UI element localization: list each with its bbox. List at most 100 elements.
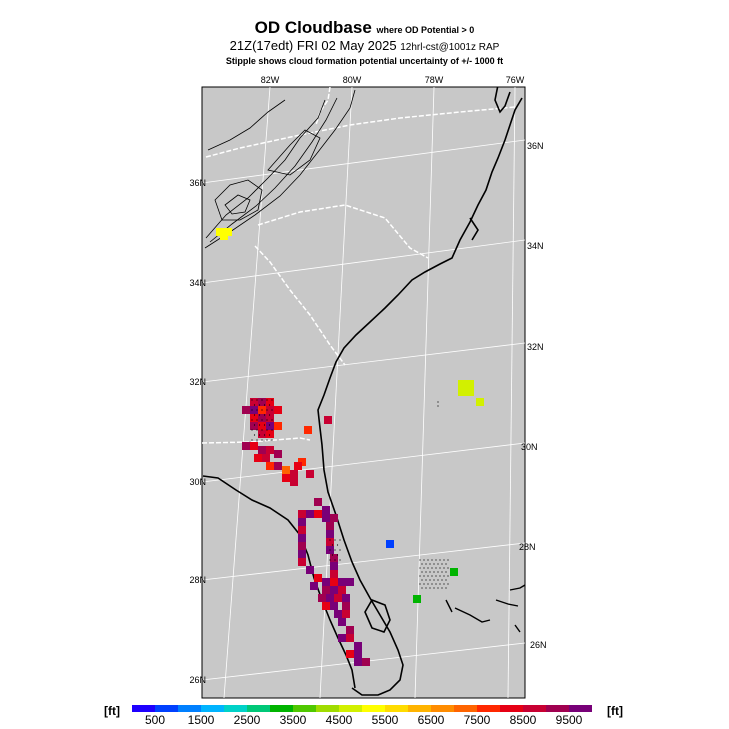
stipple-dot <box>421 571 423 573</box>
stipple-dot <box>443 575 445 577</box>
colorbar-tick-label: 4500 <box>325 713 353 727</box>
stipple-dot <box>447 567 449 569</box>
stipple-dot <box>429 579 431 581</box>
subtitle-text: 21Z(17edt) FRI 02 May 2025 <box>229 38 397 53</box>
stipple-dot <box>433 579 435 581</box>
cloudbase-cell <box>450 568 458 576</box>
stipple-dot <box>425 587 427 589</box>
stipple-dot <box>261 419 263 421</box>
cloudbase-cell <box>466 388 474 396</box>
longitude-labels: 82W 80W 78W 76W <box>261 75 525 85</box>
cloudbase-cell <box>258 430 266 438</box>
cloudbase-cell <box>310 582 318 590</box>
stipple-dot <box>258 434 261 436</box>
stipple-dot <box>256 409 258 411</box>
colorbar-unit-left: [ft] <box>104 704 120 718</box>
stipple-dot <box>425 571 427 573</box>
stipple-dot <box>253 434 256 436</box>
stipple-dot <box>431 567 433 569</box>
lat-left-26n: 26N <box>189 675 206 685</box>
stipple-dot <box>339 539 341 541</box>
cloudbase-cell <box>342 610 350 618</box>
colorbar <box>132 705 592 712</box>
cloudbase-cell <box>254 454 262 462</box>
stipple-dot <box>329 559 331 561</box>
cloudbase-cell <box>338 618 346 626</box>
stipple-dot <box>429 563 431 565</box>
lon-label-76w: 76W <box>506 75 525 85</box>
stipple-dot <box>419 567 421 569</box>
stipple-dot <box>423 559 425 561</box>
map-title: OD Cloudbase where OD Potential > 0 <box>0 18 729 38</box>
stipple-dot <box>258 404 261 406</box>
colorbar-tick-label: 5500 <box>371 713 399 727</box>
stipple-dot <box>263 414 266 416</box>
stipple-dot <box>441 571 443 573</box>
cloudbase-cells <box>216 228 484 666</box>
stipple-dot <box>419 559 421 561</box>
lon-label-82w: 82W <box>261 75 280 85</box>
cloudbase-cell <box>242 406 250 414</box>
cloudbase-cell <box>298 526 306 534</box>
cloudbase-cell <box>314 574 322 582</box>
cloudbase-cell <box>250 422 258 430</box>
cloudbase-cell <box>362 658 370 666</box>
stipple-dot <box>256 429 258 431</box>
cloudbase-cell <box>324 416 332 424</box>
stipple-dot <box>261 439 263 441</box>
stipple-dot <box>425 579 427 581</box>
lat-left-28n: 28N <box>189 575 206 585</box>
colorbar-swatch <box>362 705 385 712</box>
colorbar-swatch <box>523 705 546 712</box>
stipple-dot <box>439 559 441 561</box>
cloudbase-cell <box>458 388 466 396</box>
stipple-dot <box>271 419 273 421</box>
stipple-dot <box>447 559 449 561</box>
colorbar-swatch <box>546 705 569 712</box>
cloudbase-cell <box>290 470 298 478</box>
cloudbase-cell <box>386 540 394 548</box>
lat-left-34n: 34N <box>189 278 206 288</box>
stipple-dot <box>421 587 423 589</box>
cloudbase-cell <box>266 422 274 430</box>
cloudbase-cell <box>266 406 274 414</box>
cloudbase-cell <box>250 442 258 450</box>
stipple-dot <box>427 567 429 569</box>
stipple-dot <box>433 571 435 573</box>
cloudbase-cell <box>338 586 346 594</box>
stipple-dot <box>421 579 423 581</box>
stipple-dot <box>441 563 443 565</box>
cloudbase-cell <box>330 570 338 578</box>
stipple-dot <box>421 563 423 565</box>
stipple-dot <box>271 409 273 411</box>
cloudbase-cell <box>306 510 314 518</box>
cloudbase-cell <box>330 554 338 562</box>
colorbar-tick-label: 9500 <box>555 713 583 727</box>
cloudbase-cell <box>322 506 330 514</box>
cloudbase-cell <box>342 602 350 610</box>
cloudbase-cell <box>458 380 466 388</box>
colorbar-swatch <box>293 705 316 712</box>
cloudbase-cell <box>250 406 258 414</box>
stipple-dot <box>266 429 268 431</box>
stipple-dot <box>258 424 261 426</box>
stipple-dot <box>263 424 266 426</box>
stipple-dot <box>447 583 449 585</box>
cloudbase-cell <box>330 514 338 522</box>
coastline <box>202 87 523 696</box>
stipple-dot <box>423 575 425 577</box>
cloudbase-cell <box>266 430 274 438</box>
cloudbase-cell <box>266 462 274 470</box>
title-suffix: where OD Potential > 0 <box>376 25 475 35</box>
stipple-dot <box>445 571 447 573</box>
stipple-dot <box>439 583 441 585</box>
lon-label-78w: 78W <box>425 75 444 85</box>
stipple-dot <box>256 419 258 421</box>
latitude-labels-right: 36N 34N 32N 30N 28N 26N <box>519 141 547 650</box>
cloudbase-cell <box>318 594 326 602</box>
cloudbase-cell <box>258 446 266 454</box>
stipple-dot <box>331 544 334 546</box>
colorbar-swatch <box>385 705 408 712</box>
stipple-dot <box>433 587 435 589</box>
cloudbase-cell <box>294 462 302 470</box>
